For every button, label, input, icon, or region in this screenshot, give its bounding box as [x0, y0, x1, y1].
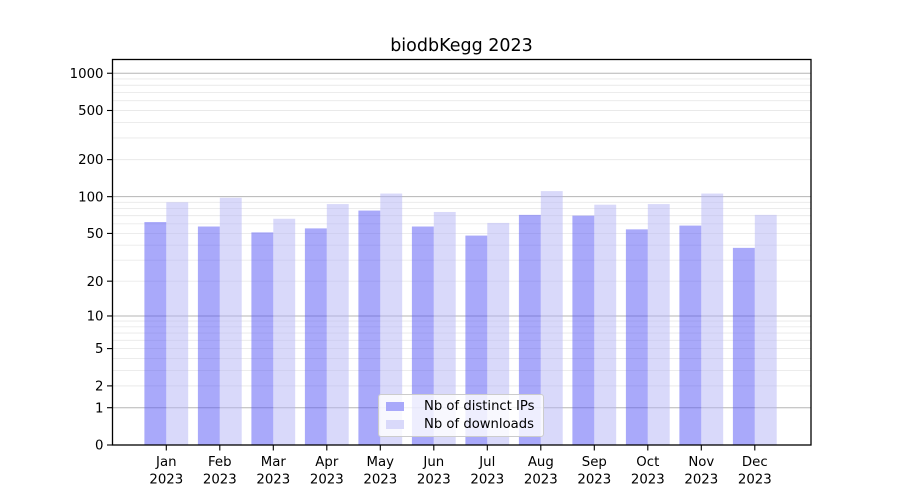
y-tick-label: 50 [87, 227, 104, 242]
bar-distinct-ips-nov [679, 225, 702, 445]
legend-label-downloads: Nb of downloads [424, 417, 534, 432]
x-tick-label-month: Aug [528, 455, 554, 470]
bar-downloads-jan [166, 202, 189, 445]
x-tick-label-year: 2023 [684, 473, 718, 488]
bar-downloads-dec [754, 214, 777, 445]
legend-item-distinct-ips: Nb of distinct IPs [379, 399, 543, 414]
x-tick-label-month: Oct [636, 455, 659, 470]
x-tick-label-month: Sep [582, 455, 607, 470]
x-tick-label-month: Nov [688, 455, 714, 470]
bar-distinct-ips-jun [411, 226, 434, 445]
x-tick-label-year: 2023 [256, 473, 290, 488]
bar-distinct-ips-mar [251, 232, 274, 445]
bar-distinct-ips-feb [197, 226, 220, 445]
bar-downloads-mar [273, 218, 296, 445]
x-tick-label-year: 2023 [363, 473, 397, 488]
x-tick-label-year: 2023 [149, 473, 183, 488]
x-tick-label-month: Jun [422, 455, 444, 470]
y-tick-label: 200 [78, 153, 103, 168]
x-tick-label-year: 2023 [577, 473, 611, 488]
bar-distinct-ips-sep [572, 215, 595, 445]
bar-downloads-feb [219, 197, 242, 445]
bar-distinct-ips-dec [732, 247, 755, 445]
bar-distinct-ips-apr [304, 228, 327, 445]
legend-swatch-distinct-ips [386, 402, 404, 411]
y-tick-label: 2 [95, 379, 103, 394]
x-tick-label-year: 2023 [417, 473, 451, 488]
bar-downloads-aug [540, 191, 563, 445]
y-tick-label: 500 [78, 104, 103, 119]
bar-downloads-jul [487, 222, 510, 445]
y-tick-label: 1000 [70, 67, 104, 82]
x-tick-label-month: Apr [315, 455, 339, 470]
bar-distinct-ips-jan [144, 222, 167, 445]
bar-downloads-apr [326, 204, 349, 445]
legend-label-distinct-ips: Nb of distinct IPs [424, 399, 535, 414]
x-tick-label-month: Jul [478, 455, 495, 470]
x-tick-label-year: 2023 [310, 473, 344, 488]
y-tick-label: 0 [95, 439, 103, 454]
legend-item-downloads: Nb of downloads [379, 417, 543, 432]
bar-distinct-ips-jul [465, 235, 488, 445]
x-tick-label-year: 2023 [470, 473, 504, 488]
legend: Nb of distinct IPs Nb of downloads [378, 394, 544, 437]
bar-distinct-ips-oct [625, 229, 648, 445]
bar-downloads-jun [433, 211, 456, 445]
plot-border [111, 58, 812, 446]
x-tick-label-year: 2023 [631, 473, 665, 488]
x-tick-label-year: 2023 [738, 473, 772, 488]
bar-downloads-may [380, 193, 403, 445]
x-tick-label-month: May [367, 455, 395, 470]
bar-downloads-oct [647, 204, 670, 445]
bar-distinct-ips-may [358, 210, 381, 445]
bar-downloads-sep [594, 204, 617, 445]
bar-distinct-ips-aug [518, 214, 541, 445]
x-tick-label-month: Jan [155, 455, 177, 470]
y-tick-label: 10 [87, 310, 104, 325]
y-tick-label: 1 [95, 401, 103, 416]
y-tick-label: 5 [95, 342, 103, 357]
x-tick-label-month: Dec [742, 455, 768, 470]
x-tick-label-month: Feb [208, 455, 232, 470]
x-tick-label-month: Mar [261, 455, 287, 470]
legend-swatch-downloads [386, 420, 404, 429]
bar-downloads-nov [701, 193, 724, 445]
x-tick-label-year: 2023 [524, 473, 558, 488]
chart-title: biodbKegg 2023 [390, 36, 533, 56]
y-tick-label: 20 [87, 275, 104, 290]
x-tick-label-year: 2023 [203, 473, 237, 488]
y-tick-label: 100 [78, 190, 103, 205]
